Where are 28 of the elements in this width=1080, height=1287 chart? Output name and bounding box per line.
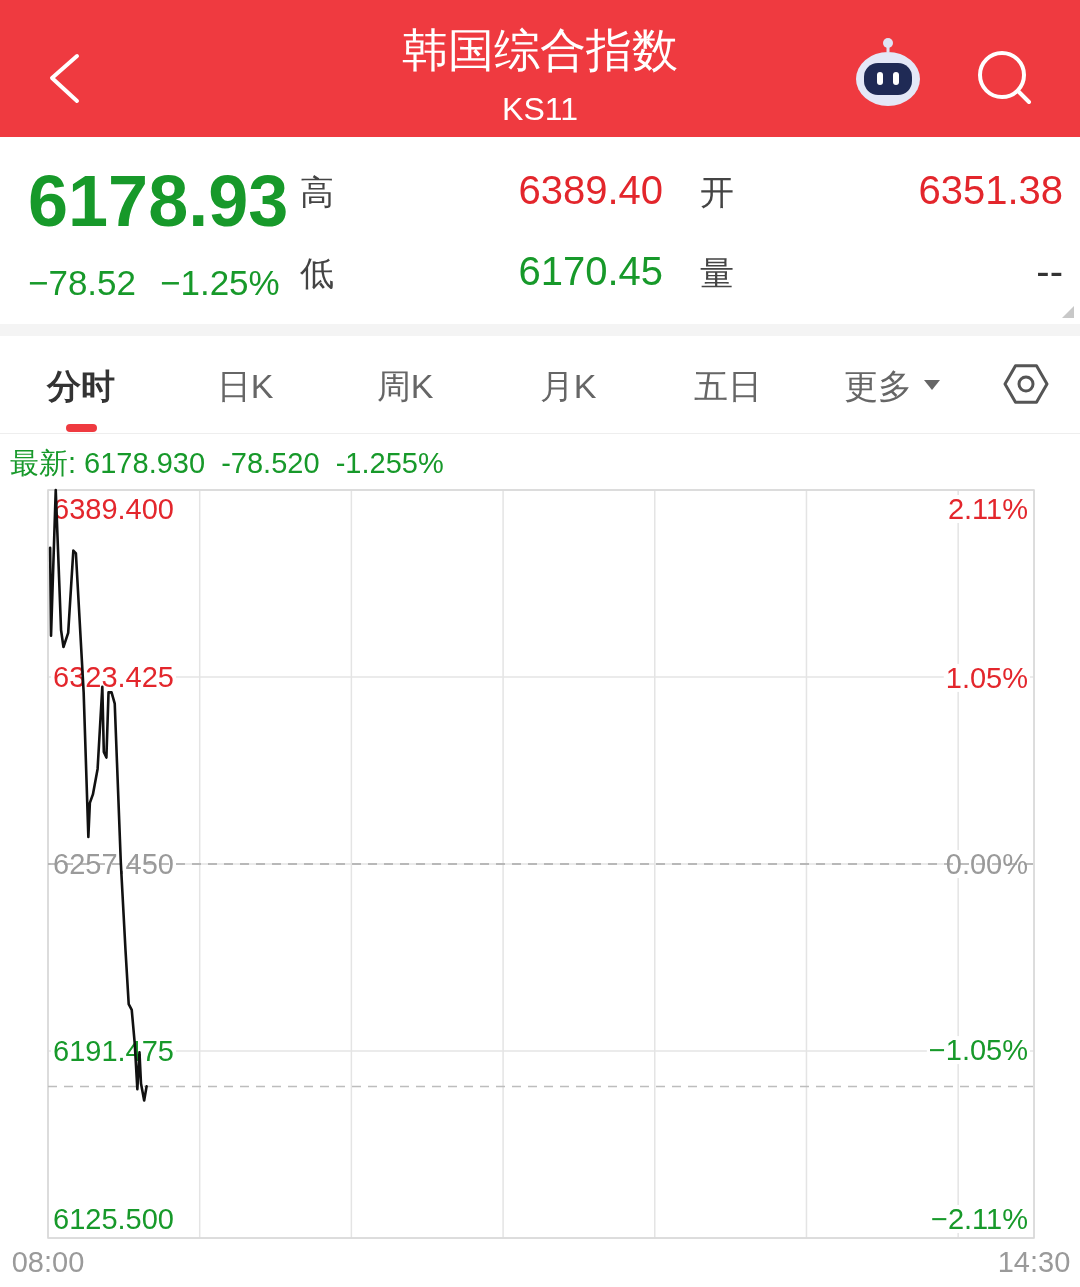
- chart-title: 韩国综合指数: [402, 24, 678, 76]
- y2-tick-label: −1.05%: [928, 1034, 1028, 1067]
- text: −1.25%: [160, 263, 280, 302]
- y2-tick-label: 1.05%: [945, 661, 1028, 694]
- text: 6351.38: [918, 168, 1063, 212]
- x-tick-label: 08:00: [11, 1246, 85, 1278]
- text: 日K: [216, 367, 274, 405]
- text: --: [1036, 249, 1063, 293]
- text: 高: [300, 173, 334, 211]
- text: −78.52: [28, 263, 137, 302]
- text: 量: [700, 254, 734, 292]
- chart-subtitle: KS11: [502, 91, 578, 127]
- text: 6170.45: [518, 249, 663, 293]
- text: 分时: [46, 367, 115, 405]
- text: 最新: 6178.930 -78.520 -1.255%: [10, 447, 444, 479]
- text: 周K: [376, 367, 434, 405]
- x-tick-label: 14:30: [997, 1246, 1071, 1278]
- y2-tick-label: 2.11%: [947, 493, 1028, 525]
- text: 6389.40: [518, 168, 663, 212]
- text: 低: [300, 254, 334, 292]
- text: 更多: [844, 367, 912, 405]
- y-tick-label: 6125.500: [53, 1203, 174, 1235]
- y2-tick-label: −2.11%: [930, 1203, 1028, 1235]
- text: 五日: [694, 367, 762, 405]
- text: 月K: [539, 367, 597, 405]
- y2-tick-label: 0.00%: [945, 848, 1028, 880]
- text: 6178.93: [28, 161, 289, 241]
- text: 开: [700, 173, 734, 211]
